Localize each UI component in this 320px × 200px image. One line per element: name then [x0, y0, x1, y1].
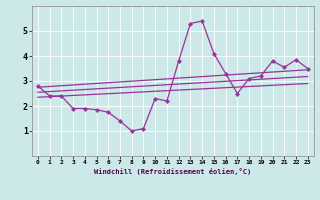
- X-axis label: Windchill (Refroidissement éolien,°C): Windchill (Refroidissement éolien,°C): [94, 168, 252, 175]
